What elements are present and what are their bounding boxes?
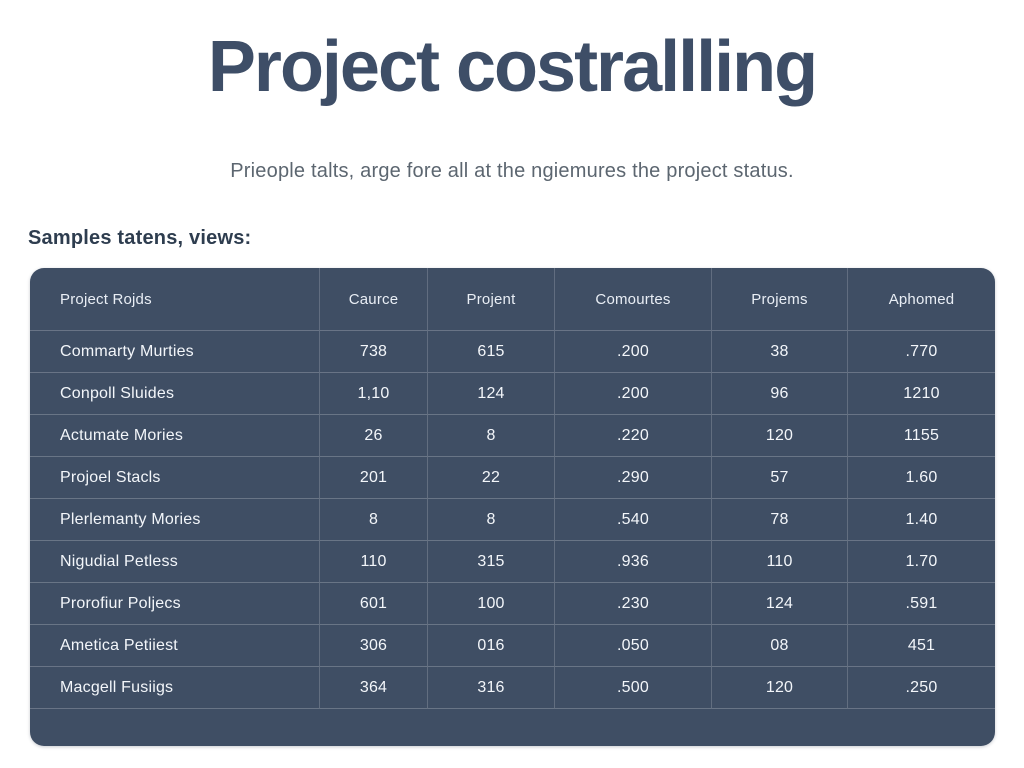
cell: 8 — [428, 499, 555, 541]
cell: 738 — [320, 331, 428, 373]
cell: .500 — [555, 667, 712, 709]
cell: 201 — [320, 457, 428, 499]
cell: 1.70 — [848, 541, 995, 583]
cell: 016 — [428, 625, 555, 667]
cell: 124 — [712, 583, 848, 625]
cell: .230 — [555, 583, 712, 625]
cell: 1155 — [848, 415, 995, 457]
cell: .250 — [848, 667, 995, 709]
row-label: Plerlemanty Mories — [30, 499, 320, 541]
row-label: Actumate Mories — [30, 415, 320, 457]
cell: 38 — [712, 331, 848, 373]
cell: 316 — [428, 667, 555, 709]
cell: 120 — [712, 667, 848, 709]
cell: 120 — [712, 415, 848, 457]
column-header-projent: Projent — [428, 268, 555, 331]
data-table-card: Project Rojds Caurce Projent Comourtes P… — [30, 268, 995, 746]
row-label: Projoel Stacls — [30, 457, 320, 499]
cell: 1210 — [848, 373, 995, 415]
row-label: Nigudial Petless — [30, 541, 320, 583]
cell: 8 — [320, 499, 428, 541]
cell: .050 — [555, 625, 712, 667]
cell: .290 — [555, 457, 712, 499]
row-label: Conpoll Sluides — [30, 373, 320, 415]
cell: 110 — [320, 541, 428, 583]
cell: 100 — [428, 583, 555, 625]
cell: .770 — [848, 331, 995, 373]
cell: 601 — [320, 583, 428, 625]
row-label: Commarty Murties — [30, 331, 320, 373]
column-header-comourtes: Comourtes — [555, 268, 712, 331]
cell: .591 — [848, 583, 995, 625]
cell: 364 — [320, 667, 428, 709]
cell: 451 — [848, 625, 995, 667]
cell: .540 — [555, 499, 712, 541]
row-label: Ametica Petiiest — [30, 625, 320, 667]
column-header-projems: Projems — [712, 268, 848, 331]
cell: 615 — [428, 331, 555, 373]
column-header-caurce: Caurce — [320, 268, 428, 331]
cell: 8 — [428, 415, 555, 457]
cell: 1,10 — [320, 373, 428, 415]
page-title: Project costrallling — [207, 27, 818, 107]
cell: 1.60 — [848, 457, 995, 499]
row-label: Prorofiur Poljecs — [30, 583, 320, 625]
cell: 26 — [320, 415, 428, 457]
cell: 124 — [428, 373, 555, 415]
cell: 315 — [428, 541, 555, 583]
data-table: Project Rojds Caurce Projent Comourtes P… — [30, 268, 995, 709]
cell: .220 — [555, 415, 712, 457]
cell: .936 — [555, 541, 712, 583]
column-header-project-rojds: Project Rojds — [30, 268, 320, 331]
cell: 57 — [712, 457, 848, 499]
cell: 22 — [428, 457, 555, 499]
cell: .200 — [555, 373, 712, 415]
cell: 306 — [320, 625, 428, 667]
cell: .200 — [555, 331, 712, 373]
cell: 1.40 — [848, 499, 995, 541]
cell: 110 — [712, 541, 848, 583]
cell: 96 — [712, 373, 848, 415]
page-subtitle: Prieople talts, arge fore all at the ngi… — [230, 160, 794, 182]
row-label: Macgell Fusiigs — [30, 667, 320, 709]
cell: 78 — [712, 499, 848, 541]
cell: 08 — [712, 625, 848, 667]
section-label: Samples tatens, views: — [28, 227, 252, 249]
column-header-aphomed: Aphomed — [848, 268, 995, 331]
